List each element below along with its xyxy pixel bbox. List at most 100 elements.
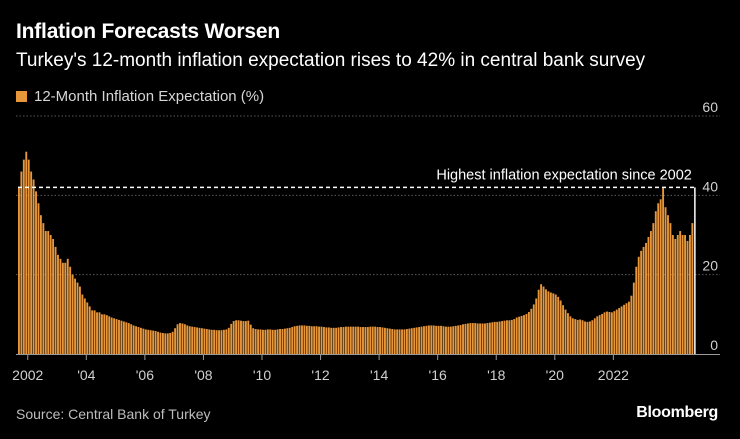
data-bar xyxy=(667,215,669,354)
data-bar xyxy=(249,324,252,354)
data-bar xyxy=(315,326,318,354)
data-bar xyxy=(164,333,167,354)
data-bar xyxy=(115,319,118,354)
data-bar xyxy=(362,327,364,354)
data-bar xyxy=(298,325,301,354)
data-bar xyxy=(610,312,613,354)
data-bar xyxy=(27,159,30,354)
data-bar xyxy=(681,235,684,354)
data-bar xyxy=(691,223,694,354)
data-bar xyxy=(513,319,516,354)
data-bar xyxy=(479,323,482,354)
data-bar xyxy=(471,323,474,354)
data-bar xyxy=(18,187,20,354)
data-bar xyxy=(149,330,152,354)
data-bar xyxy=(488,322,491,354)
data-bar xyxy=(135,326,138,354)
data-bar xyxy=(291,327,294,354)
data-bar xyxy=(166,333,169,354)
data-bar xyxy=(262,329,264,354)
data-bar xyxy=(408,328,411,354)
data-bar xyxy=(281,329,284,354)
data-bar xyxy=(635,266,638,354)
data-bar xyxy=(540,284,543,354)
data-bar xyxy=(398,329,401,354)
data-bar xyxy=(22,159,25,354)
data-bar xyxy=(32,179,35,354)
data-bar xyxy=(83,298,86,354)
data-bar xyxy=(354,326,357,354)
data-bar xyxy=(359,327,362,354)
data-bar xyxy=(496,321,499,354)
data-bar xyxy=(554,294,557,354)
data-bar xyxy=(469,323,472,354)
legend-swatch xyxy=(16,91,27,102)
data-bar xyxy=(66,258,69,354)
data-bar xyxy=(259,329,262,354)
data-bar xyxy=(47,231,50,354)
data-bar xyxy=(659,199,662,354)
data-bar xyxy=(669,223,672,354)
data-bar xyxy=(320,326,323,354)
data-bar xyxy=(335,327,338,354)
data-bar xyxy=(674,238,677,354)
data-bar xyxy=(547,291,550,354)
data-bar xyxy=(305,325,308,354)
data-bar xyxy=(503,320,506,354)
data-bar xyxy=(198,327,201,354)
data-bar xyxy=(445,326,447,354)
data-bar xyxy=(574,319,577,354)
data-bar xyxy=(88,306,91,354)
data-bar xyxy=(347,326,350,354)
data-bar xyxy=(79,286,81,354)
data-bar xyxy=(205,329,208,354)
x-tick-label: '12 xyxy=(311,367,329,383)
data-bar xyxy=(640,250,643,354)
chart-subtitle: Turkey's 12-month inflation expectation … xyxy=(16,50,646,71)
data-bar xyxy=(342,327,345,354)
data-bar xyxy=(152,330,155,354)
data-bar xyxy=(352,326,355,354)
data-bar xyxy=(557,296,560,354)
data-bar xyxy=(564,309,567,354)
data-bar xyxy=(476,323,479,354)
data-bar xyxy=(520,315,523,354)
legend-label: 12-Month Inflation Expectation (%) xyxy=(34,88,265,105)
data-bar xyxy=(130,324,133,354)
data-bar xyxy=(376,327,379,354)
data-bar xyxy=(430,325,433,354)
data-bar xyxy=(452,326,455,354)
x-tick-label: '08 xyxy=(194,367,212,383)
data-bar xyxy=(357,326,360,354)
data-bar xyxy=(118,319,120,354)
data-bar xyxy=(127,323,130,354)
data-bar xyxy=(201,328,203,354)
data-bar xyxy=(269,329,272,354)
data-bar xyxy=(344,326,347,354)
data-bar xyxy=(349,326,352,354)
data-bar xyxy=(657,203,660,354)
data-bar xyxy=(323,327,325,354)
data-bar xyxy=(81,294,84,354)
data-bar xyxy=(264,329,267,354)
data-bar xyxy=(601,313,604,354)
data-bar xyxy=(186,325,189,354)
data-bar xyxy=(425,325,428,354)
data-bar xyxy=(552,293,555,354)
data-bar xyxy=(420,326,423,354)
data-bar xyxy=(676,235,679,354)
data-bar xyxy=(662,187,665,354)
data-bar xyxy=(684,235,687,354)
data-bar xyxy=(98,312,101,354)
data-bar xyxy=(464,323,467,354)
data-bar xyxy=(296,325,299,354)
data-bar xyxy=(71,274,74,354)
data-bar xyxy=(374,326,377,354)
data-bar xyxy=(486,323,489,354)
data-bar xyxy=(110,317,113,354)
data-bar xyxy=(161,332,164,354)
x-tick-label: '16 xyxy=(429,367,447,383)
data-bar xyxy=(271,329,274,354)
data-bar xyxy=(530,308,533,354)
data-bar xyxy=(103,314,106,354)
